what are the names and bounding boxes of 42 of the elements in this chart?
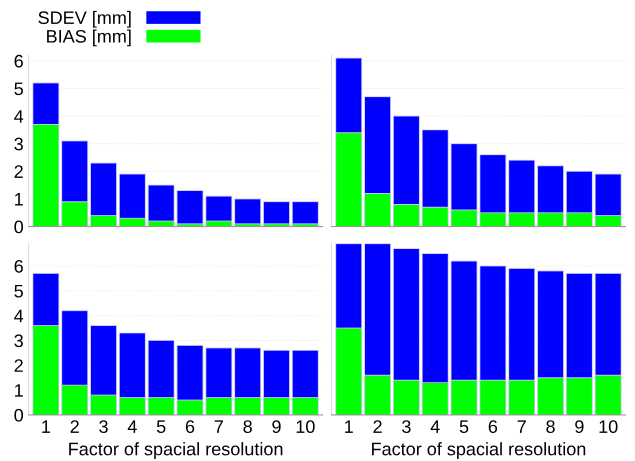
- y-tick-label: 2: [14, 165, 23, 178]
- x-tick-label: 1: [42, 420, 50, 433]
- x-tick-label: 5: [460, 420, 468, 434]
- y-tick-label: 4: [14, 110, 24, 123]
- x-tick-label: 8: [546, 420, 555, 434]
- x-tick-label: 7: [518, 420, 526, 433]
- y-tick-label: 5: [14, 284, 23, 298]
- x-tick-label: 4: [128, 420, 137, 433]
- y-tick-label: 6: [14, 54, 23, 68]
- bar: [263, 201, 290, 224]
- x-tick-label: 3: [99, 420, 108, 434]
- x-tick-label: 10: [296, 420, 315, 434]
- y-tick-label: 0: [14, 220, 24, 234]
- y-tick-label: 3: [14, 334, 23, 348]
- y-tick-label: 1: [15, 384, 23, 397]
- x-tick-label: 8: [243, 420, 252, 434]
- x-tick-label: 3: [402, 420, 411, 434]
- x-axis-title: Factor of spacial resolution: [372, 442, 586, 459]
- y-tick-label: 3: [14, 138, 23, 150]
- x-tick-label: 6: [186, 420, 194, 434]
- x-tick-label: 9: [575, 420, 584, 434]
- legend-label: SDEV [mm]: [38, 10, 131, 28]
- x-tick-label: 4: [430, 420, 440, 433]
- x-axis-title: Factor of spacial resolution: [69, 442, 282, 459]
- x-tick-label: 2: [373, 420, 382, 433]
- x-tick-label: 5: [156, 420, 166, 434]
- y-tick-label: 1: [15, 193, 23, 206]
- x-tick-label: 10: [600, 420, 618, 434]
- bar: [176, 190, 204, 224]
- y-tick-label: 4: [14, 310, 24, 322]
- y-tick-label: 2: [14, 359, 23, 372]
- x-tick-label: 6: [488, 420, 498, 434]
- bar: [292, 201, 319, 224]
- x-tick-label: 2: [70, 420, 79, 433]
- y-tick-label: 0: [14, 408, 24, 422]
- y-tick-label: 5: [14, 82, 23, 96]
- y-tick-label: 6: [14, 260, 23, 273]
- x-tick-label: 9: [272, 420, 281, 434]
- x-tick-label: 7: [214, 420, 223, 433]
- bar: [234, 198, 262, 224]
- x-tick-label: 1: [345, 420, 353, 433]
- legend-label: BIAS [mm]: [47, 29, 131, 46]
